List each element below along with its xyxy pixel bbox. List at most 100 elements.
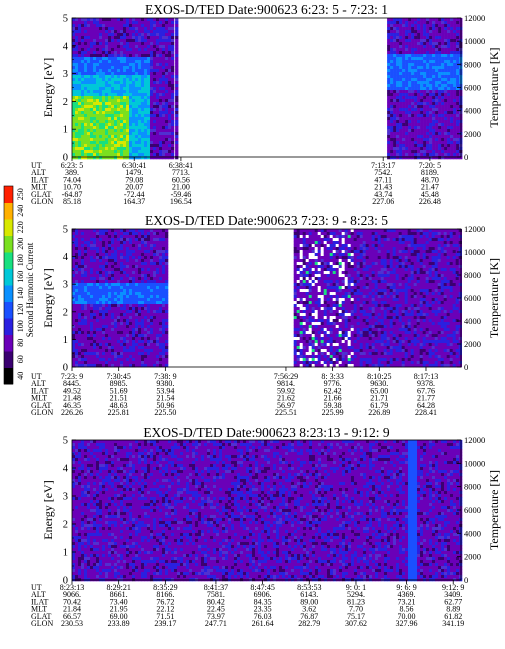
spectrogram-cell — [441, 51, 445, 55]
spectrogram-cell — [81, 232, 85, 236]
spectrogram-cell — [426, 144, 430, 148]
spectrogram-cell — [402, 96, 406, 100]
spectrogram-cell — [84, 238, 88, 242]
spectrogram-cell — [168, 120, 172, 124]
spectrogram-cell — [150, 331, 154, 335]
spectrogram-cell — [105, 60, 109, 64]
spectrogram-cell — [441, 57, 445, 61]
spectrogram-cell — [420, 144, 424, 148]
spectrogram-cell — [117, 42, 121, 46]
spectrogram-cell — [141, 48, 145, 52]
spectrogram-cell — [402, 18, 406, 22]
spectrogram-cell — [326, 259, 330, 263]
spectrogram-cell — [450, 141, 454, 145]
spectrogram-cell — [171, 156, 175, 160]
spectrogram-cell — [132, 280, 136, 284]
spectrogram-cell — [81, 307, 85, 311]
spectrogram-cell — [162, 144, 166, 148]
spectrogram-cell — [456, 72, 460, 76]
orbit-value: 43.74 — [374, 190, 392, 199]
spectrogram-cell — [305, 265, 309, 269]
spectrogram-cell — [396, 51, 400, 55]
spectrogram-cell — [78, 105, 82, 109]
spectrogram-cell — [159, 256, 163, 260]
spectrogram-cell — [435, 51, 439, 55]
spectrogram-cell — [165, 259, 169, 263]
spectrogram-cell — [87, 331, 91, 335]
spectrogram-cell — [129, 90, 133, 94]
spectrogram-cell — [108, 229, 112, 233]
spectrogram-cell — [135, 250, 139, 254]
spectrogram-cell — [308, 238, 312, 242]
spectrogram-cell — [162, 352, 166, 356]
spectrogram-cell — [293, 301, 297, 305]
spectrogram-cell — [156, 328, 160, 332]
spectrogram-cell — [108, 156, 112, 160]
spectrogram-cell — [165, 99, 169, 103]
spectrogram-cell — [329, 259, 333, 263]
spectrogram-cell — [129, 271, 133, 275]
spectrogram-cell — [423, 48, 427, 52]
spectrogram-cell — [296, 310, 300, 314]
spectrogram-cell — [393, 90, 397, 94]
spectrogram-cell — [72, 355, 76, 359]
spectrogram-cell — [111, 301, 115, 305]
spectrogram-cell — [441, 132, 445, 136]
spectrogram-cell — [323, 304, 327, 308]
spectrogram-cell — [90, 253, 94, 257]
spectrogram-cell — [96, 87, 100, 91]
spectrogram-cell — [308, 268, 312, 272]
spectrogram-cell — [429, 48, 433, 52]
spectrogram-cell — [171, 24, 175, 28]
spectrogram-cell — [426, 30, 430, 34]
spectrogram-cell — [162, 235, 166, 239]
spectrogram-cell — [293, 349, 297, 353]
spectrogram-cell — [162, 355, 166, 359]
spectrogram-cell — [87, 310, 91, 314]
spectrogram-cell — [411, 102, 415, 106]
spectrogram-cell — [114, 78, 118, 82]
spectrogram-cell — [165, 283, 169, 287]
spectrogram-cell — [417, 156, 421, 160]
spectrogram-cell — [308, 319, 312, 323]
spectrogram-cell — [111, 147, 115, 151]
spectrogram-cell — [126, 346, 130, 350]
spectrogram-cell — [296, 301, 300, 305]
spectrogram-cell — [444, 57, 448, 61]
spectrogram-cell — [78, 346, 82, 350]
spectrogram-cell — [78, 250, 82, 254]
spectrogram-cell — [387, 138, 391, 142]
spectrogram-cell — [150, 262, 154, 266]
spectrogram-cell — [296, 298, 300, 302]
spectrogram-cell — [399, 84, 403, 88]
spectrogram-cell — [72, 75, 76, 79]
spectrogram-cell — [129, 24, 133, 28]
spectrogram-cell — [159, 322, 163, 326]
spectrogram-cell — [132, 24, 136, 28]
spectrogram-cell — [317, 253, 321, 257]
spectrogram-cell — [87, 283, 91, 287]
spectrogram-cell — [105, 325, 109, 329]
spectrogram-cell — [75, 84, 79, 88]
spectrogram-cell — [75, 156, 79, 160]
spectrogram-cell — [399, 129, 403, 133]
spectrogram-cell — [90, 346, 94, 350]
spectrogram-cell — [96, 123, 100, 127]
spectrogram-cell — [417, 51, 421, 55]
spectrogram-cell — [447, 63, 451, 67]
spectrogram-cell — [117, 36, 121, 40]
spectrogram-cell — [102, 39, 106, 43]
spectrogram-cell — [165, 117, 169, 121]
spectrogram-cell — [105, 361, 109, 365]
spectrogram-cell — [114, 57, 118, 61]
spectrogram-cell — [432, 72, 436, 76]
spectrogram-cell — [78, 141, 82, 145]
spectrogram-cell — [84, 75, 88, 79]
spectrogram-cell — [132, 244, 136, 248]
spectrogram-cell — [387, 129, 391, 133]
spectrogram-cell — [81, 132, 85, 136]
spectrogram-cell — [108, 355, 112, 359]
spectrogram-cell — [90, 331, 94, 335]
spectrogram-cell — [132, 117, 136, 121]
spectrogram-cell — [129, 51, 133, 55]
